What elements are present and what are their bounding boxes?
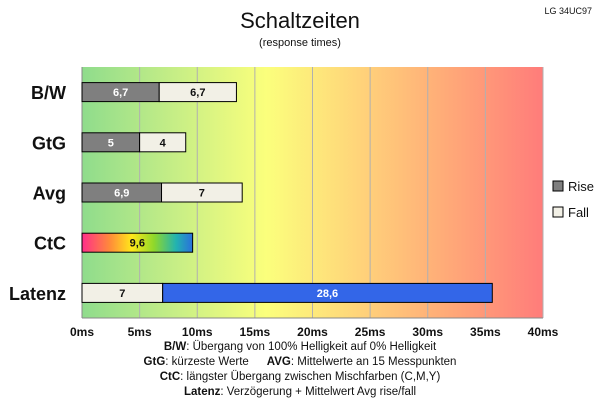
chart-subtitle: (response times)	[259, 37, 341, 49]
category-label: CtC	[34, 234, 66, 254]
bar-value-label: 6,7	[190, 87, 205, 99]
x-tick-label: 40ms	[528, 325, 559, 339]
chart-title: Schaltzeiten	[240, 8, 360, 33]
bar-value-label: 6,9	[114, 188, 129, 200]
bar-value-label: 5	[108, 137, 114, 149]
x-tick-label: 30ms	[412, 325, 443, 339]
x-axis-ticks: 0ms 5ms 10ms 15ms 20ms 25ms 30ms 35ms 40ms	[70, 325, 559, 339]
x-tick-label: 35ms	[470, 325, 501, 339]
category-label: Latenz	[9, 284, 66, 304]
bar-value-label: 7	[199, 188, 205, 200]
x-tick-label: 10ms	[182, 325, 213, 339]
bar-value-label: 9,6	[130, 238, 145, 250]
legend-label-rise: Rise	[568, 179, 594, 194]
category-label: GtG	[32, 133, 66, 153]
bar-value-label: 6,7	[113, 87, 128, 99]
legend-label-fall: Fall	[568, 205, 589, 220]
bar-value-label: 7	[119, 288, 125, 300]
category-label: Avg	[33, 184, 66, 204]
bar-segment	[139, 132, 187, 153]
x-tick-label: 20ms	[297, 325, 328, 339]
bar-segment	[81, 232, 194, 253]
legend-swatch-fall	[552, 206, 564, 218]
x-tick-label: 5ms	[128, 325, 152, 339]
bars: 6,7 6,7 5 4 6,9 7 9,6 7 28,6	[81, 82, 493, 303]
response-time-chart: Schaltzeiten (response times) LG 34UC97 …	[9, 6, 594, 339]
category-labels: B/W GtG Avg CtC Latenz	[9, 83, 66, 304]
bar-segment	[162, 282, 493, 303]
bar-segment	[161, 182, 243, 203]
legend-swatch-rise	[552, 180, 564, 192]
legend: Rise Fall	[552, 179, 594, 220]
footnote-latenz: Latenz: Verzögerung + Mittelwert Avg ris…	[183, 386, 417, 398]
x-tick-label: 25ms	[355, 325, 386, 339]
chart-footnotes: B/W: Übergang von 100% Helligkeit auf 0%…	[0, 340, 600, 400]
footnote-bw: B/W: Übergang von 100% Helligkeit auf 0%…	[163, 341, 437, 353]
bar-value-label: 28,6	[317, 288, 338, 300]
bar-value-label: 4	[160, 137, 167, 149]
monitor-model-label: LG 34UC97	[544, 6, 592, 16]
x-tick-label: 0ms	[70, 325, 94, 339]
footnote-ctc: CtC: längster Übergang zwischen Mischfar…	[159, 371, 441, 383]
category-label: B/W	[31, 83, 66, 103]
footnote-gtg-avg: GtG: kürzeste Werte AVG: Mittelwerte an 1…	[143, 356, 457, 368]
x-tick-label: 15ms	[240, 325, 271, 339]
bar-segment	[158, 82, 237, 103]
